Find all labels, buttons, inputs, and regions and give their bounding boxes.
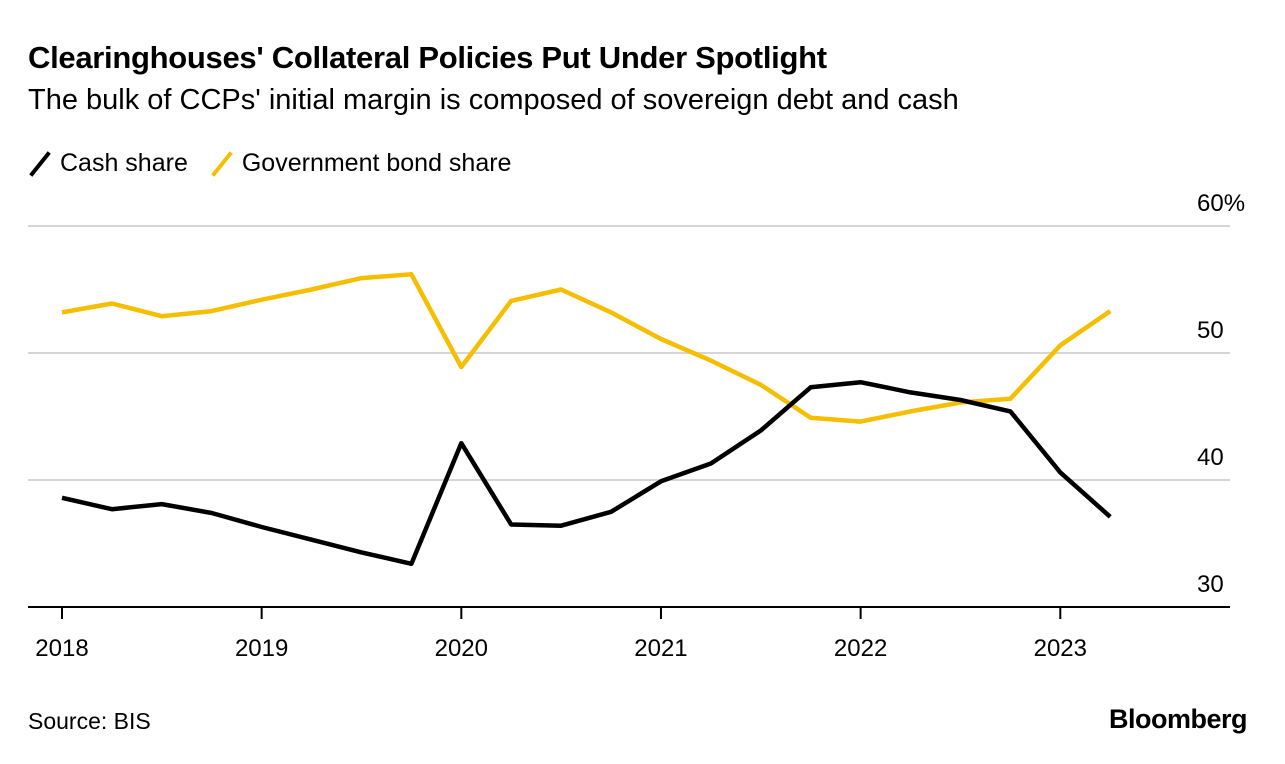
- x-tick-label-2018: 2018: [35, 635, 88, 662]
- legend-label-cash: Cash share: [60, 148, 188, 177]
- source-note: Source: BIS: [28, 708, 151, 734]
- y-tick-label-60: 60%: [1197, 190, 1245, 217]
- x-tick-label-2021: 2021: [634, 635, 687, 662]
- chart-title: Clearinghouses' Collateral Policies Put …: [28, 40, 827, 75]
- y-tick-label-40: 40: [1197, 444, 1224, 471]
- y-tick-label-50: 50: [1197, 317, 1224, 344]
- series-line-cash-share: [61, 379, 1112, 567]
- legend-swatch-cash: [29, 151, 51, 177]
- x-tick-label-2019: 2019: [235, 635, 288, 662]
- legend-item-cash: Cash share: [28, 149, 188, 178]
- x-tick-label-2023: 2023: [1034, 635, 1087, 662]
- x-tick-label-2020: 2020: [435, 635, 488, 662]
- series-line-government-bond-share: [61, 272, 1112, 424]
- bloomberg-logo: Bloomberg: [1108, 704, 1248, 734]
- legend-label-government-bond: Government bond share: [241, 148, 512, 177]
- y-tick-label-30: 30: [1197, 571, 1224, 598]
- x-tick-label-2022: 2022: [834, 635, 887, 662]
- legend-swatch-government-bond: [211, 151, 233, 177]
- legend-item-government-bond: Government bond share: [210, 148, 512, 178]
- legend: Cash share Government bond share: [28, 146, 533, 180]
- chart-subtitle: The bulk of CCPs' initial margin is comp…: [28, 84, 959, 116]
